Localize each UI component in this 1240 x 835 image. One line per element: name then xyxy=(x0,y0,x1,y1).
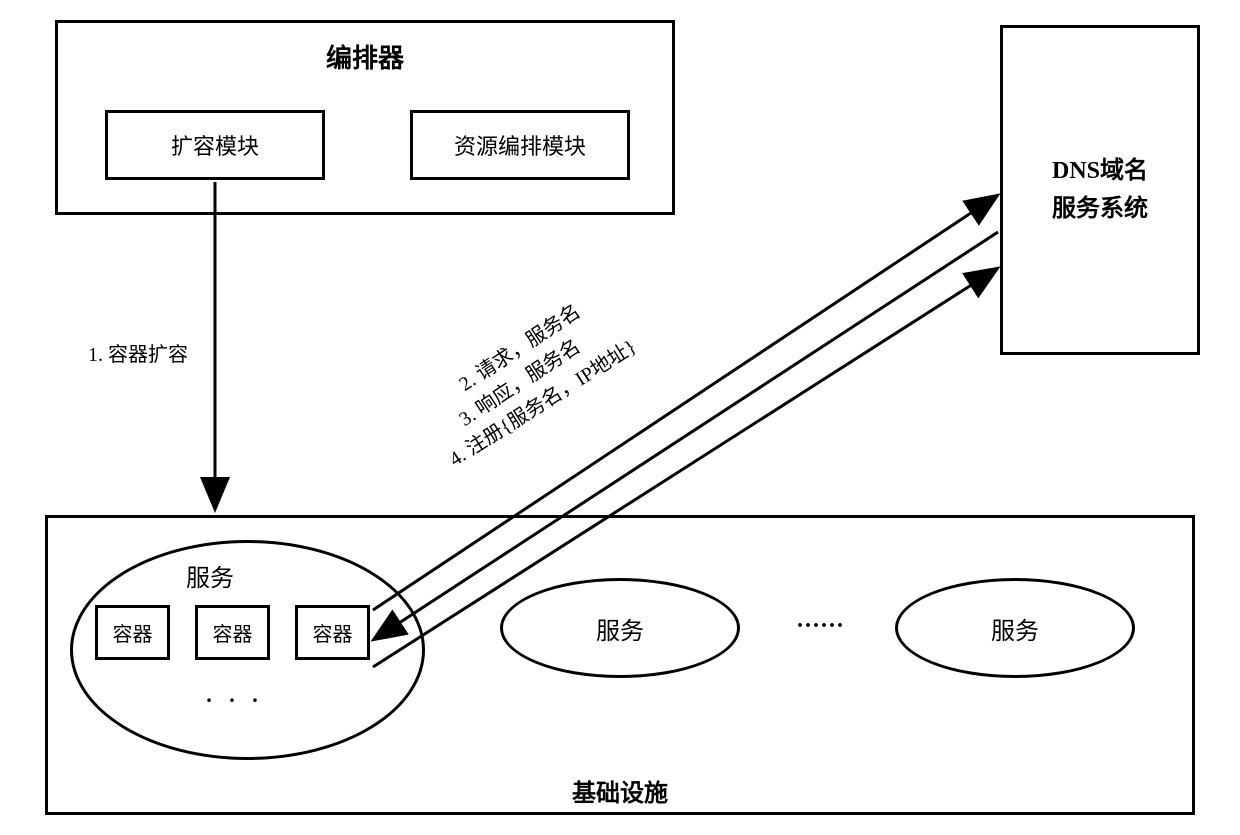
service-ellipse-2: 服务 xyxy=(500,578,740,678)
orchestration-module-box: 资源编排模块 xyxy=(410,110,630,180)
service-ellipse-3: 服务 xyxy=(895,578,1135,678)
dns-line1: DNS域名 xyxy=(1052,152,1148,190)
container-3: 容器 xyxy=(295,605,370,660)
expand-module-box: 扩容模块 xyxy=(105,110,325,180)
service-label-3: 服务 xyxy=(991,611,1039,646)
container-1: 容器 xyxy=(95,605,170,660)
container-dots: . . . xyxy=(175,682,295,708)
infrastructure-title: 基础设施 xyxy=(45,773,1195,808)
container-label-1: 容器 xyxy=(113,618,153,647)
orchestration-module-label: 资源编排模块 xyxy=(454,129,586,161)
dns-box: DNS域名 服务系统 xyxy=(1000,25,1200,355)
service-ellipsis: ······ xyxy=(765,613,875,640)
service-label-2: 服务 xyxy=(596,611,644,646)
orchestrator-title: 编排器 xyxy=(55,38,675,75)
container-label-2: 容器 xyxy=(213,618,253,647)
container-2: 容器 xyxy=(195,605,270,660)
service-label-1: 服务 xyxy=(150,558,270,593)
expand-module-label: 扩容模块 xyxy=(171,129,259,161)
edge-1-label: 1. 容器扩容 xyxy=(88,338,188,367)
dns-line2: 服务系统 xyxy=(1052,190,1148,228)
container-label-3: 容器 xyxy=(313,618,353,647)
